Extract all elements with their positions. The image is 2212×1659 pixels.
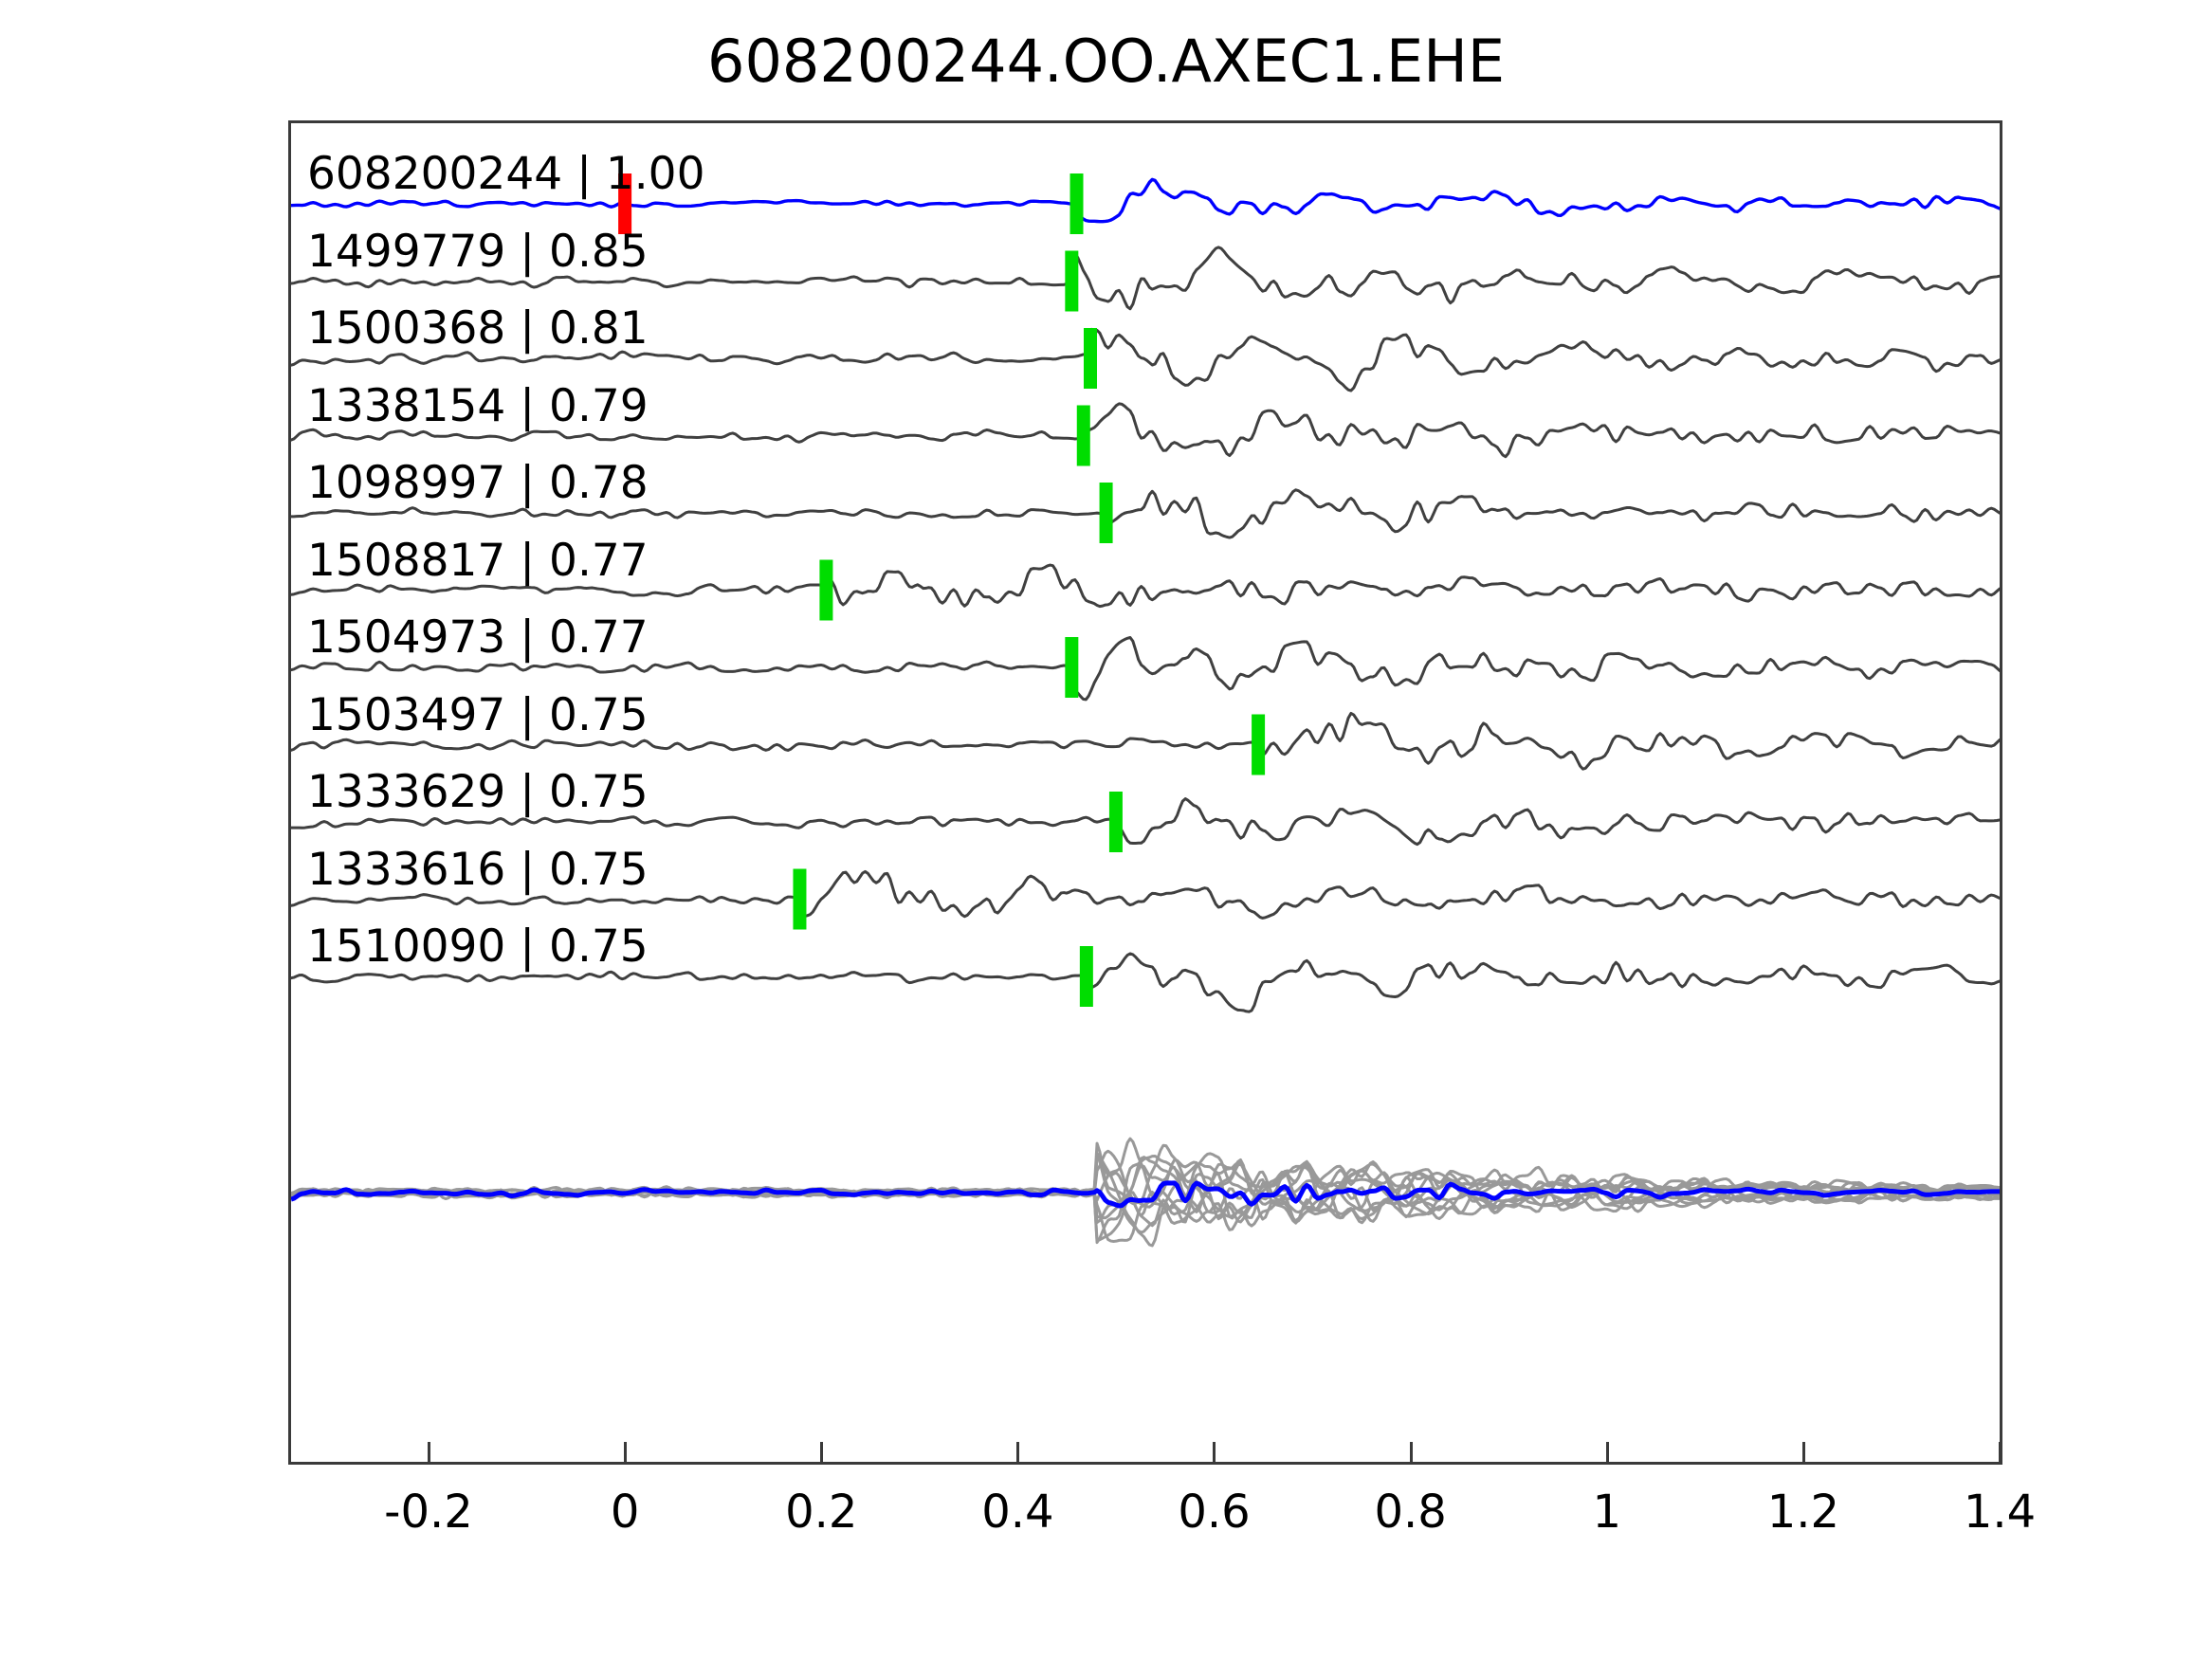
- waveform-trace-608200244: [291, 177, 2000, 224]
- waveform-trace-1504973: [291, 636, 2000, 702]
- trace-label-608200244: 608200244 | 1.00: [307, 148, 705, 200]
- trace-label-1333616: 1333616 | 0.75: [307, 843, 649, 896]
- pick-marker-1500368[interactable]: [1084, 328, 1097, 389]
- x-tick-label: 0.8: [1374, 1486, 1447, 1539]
- trace-label-1508817: 1508817 | 0.77: [307, 534, 649, 587]
- x-tick-mark: [1605, 1442, 1609, 1465]
- trace-label-1503497: 1503497 | 0.75: [307, 688, 649, 741]
- trace-label-1098997: 1098997 | 0.78: [307, 457, 649, 509]
- x-tick-label: 0: [610, 1486, 640, 1539]
- waveform-trace-1499779: [291, 246, 2000, 311]
- plot-area: [288, 120, 2002, 1465]
- waveform-trace-1333629: [291, 797, 2000, 847]
- x-tick-label: -0.2: [384, 1486, 473, 1539]
- trace-label-1499779: 1499779 | 0.85: [307, 225, 649, 278]
- trace-label-1338154: 1338154 | 0.79: [307, 379, 649, 432]
- pick-marker-1333616[interactable]: [793, 868, 807, 930]
- x-tick-mark: [820, 1442, 824, 1465]
- x-tick-label: 1.4: [1963, 1486, 2037, 1539]
- x-tick-mark: [1016, 1442, 1020, 1465]
- page-title: 608200244.OO.AXEC1.EHE: [707, 27, 1505, 96]
- waveform-trace-1500368: [291, 327, 2000, 392]
- x-tick-label: 1: [1592, 1486, 1622, 1539]
- waveform-trace-1338154: [291, 402, 2000, 459]
- pick-marker-1333629[interactable]: [1108, 792, 1123, 852]
- pick-marker-608200244[interactable]: [1069, 173, 1084, 234]
- x-tick-mark: [427, 1442, 430, 1465]
- x-tick-label: 0.4: [981, 1486, 1054, 1539]
- origin-marker-608200244[interactable]: [618, 173, 632, 234]
- trace-label-1510090: 1510090 | 0.75: [307, 921, 649, 973]
- x-tick-mark: [1801, 1442, 1805, 1465]
- x-tick-mark: [1409, 1442, 1413, 1465]
- trace-label-1333629: 1333629 | 0.75: [307, 766, 649, 818]
- waveform-trace-1333616: [291, 869, 2000, 920]
- x-tick-label: 0.6: [1178, 1486, 1251, 1539]
- x-tick-label: 1.2: [1766, 1486, 1840, 1539]
- x-tick-label: 0.2: [785, 1486, 858, 1539]
- pick-marker-1098997[interactable]: [1099, 483, 1113, 543]
- waveform-trace-1510090: [291, 952, 2000, 1013]
- waveform-trace-1508817: [291, 563, 2000, 609]
- stack-mean-trace: [291, 1180, 2000, 1209]
- pick-marker-1504973[interactable]: [1065, 637, 1079, 698]
- x-tick-mark: [624, 1442, 628, 1465]
- waveform-trace-1503497: [291, 712, 2000, 771]
- x-tick-mark: [1213, 1442, 1216, 1465]
- pick-marker-1503497[interactable]: [1252, 714, 1266, 775]
- trace-label-1500368: 1500368 | 0.81: [307, 302, 649, 355]
- pick-marker-1508817[interactable]: [819, 559, 833, 621]
- waveform-trace-1098997: [291, 488, 2000, 539]
- x-tick-mark: [1999, 1442, 2002, 1465]
- pick-marker-1338154[interactable]: [1076, 405, 1090, 466]
- waveform-canvas: [291, 173, 2000, 1248]
- pick-marker-1510090[interactable]: [1079, 946, 1093, 1007]
- pick-marker-1499779[interactable]: [1065, 250, 1079, 312]
- trace-label-1504973: 1504973 | 0.77: [307, 611, 649, 664]
